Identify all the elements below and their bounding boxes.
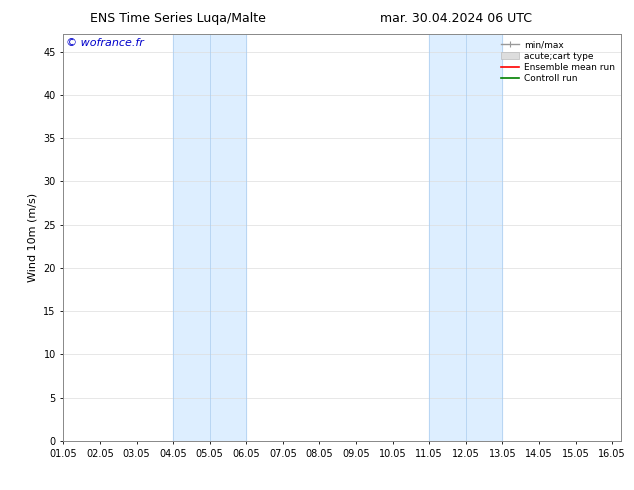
Text: mar. 30.04.2024 06 UTC: mar. 30.04.2024 06 UTC [380, 12, 533, 25]
Bar [429, 34, 502, 441]
Text: © wofrance.fr: © wofrance.fr [66, 38, 144, 49]
Y-axis label: Wind 10m (m/s): Wind 10m (m/s) [28, 193, 37, 282]
Text: ENS Time Series Luqa/Malte: ENS Time Series Luqa/Malte [89, 12, 266, 25]
Bar [173, 34, 247, 441]
Legend: min/max, acute;cart type, Ensemble mean run, Controll run: min/max, acute;cart type, Ensemble mean … [500, 39, 617, 85]
